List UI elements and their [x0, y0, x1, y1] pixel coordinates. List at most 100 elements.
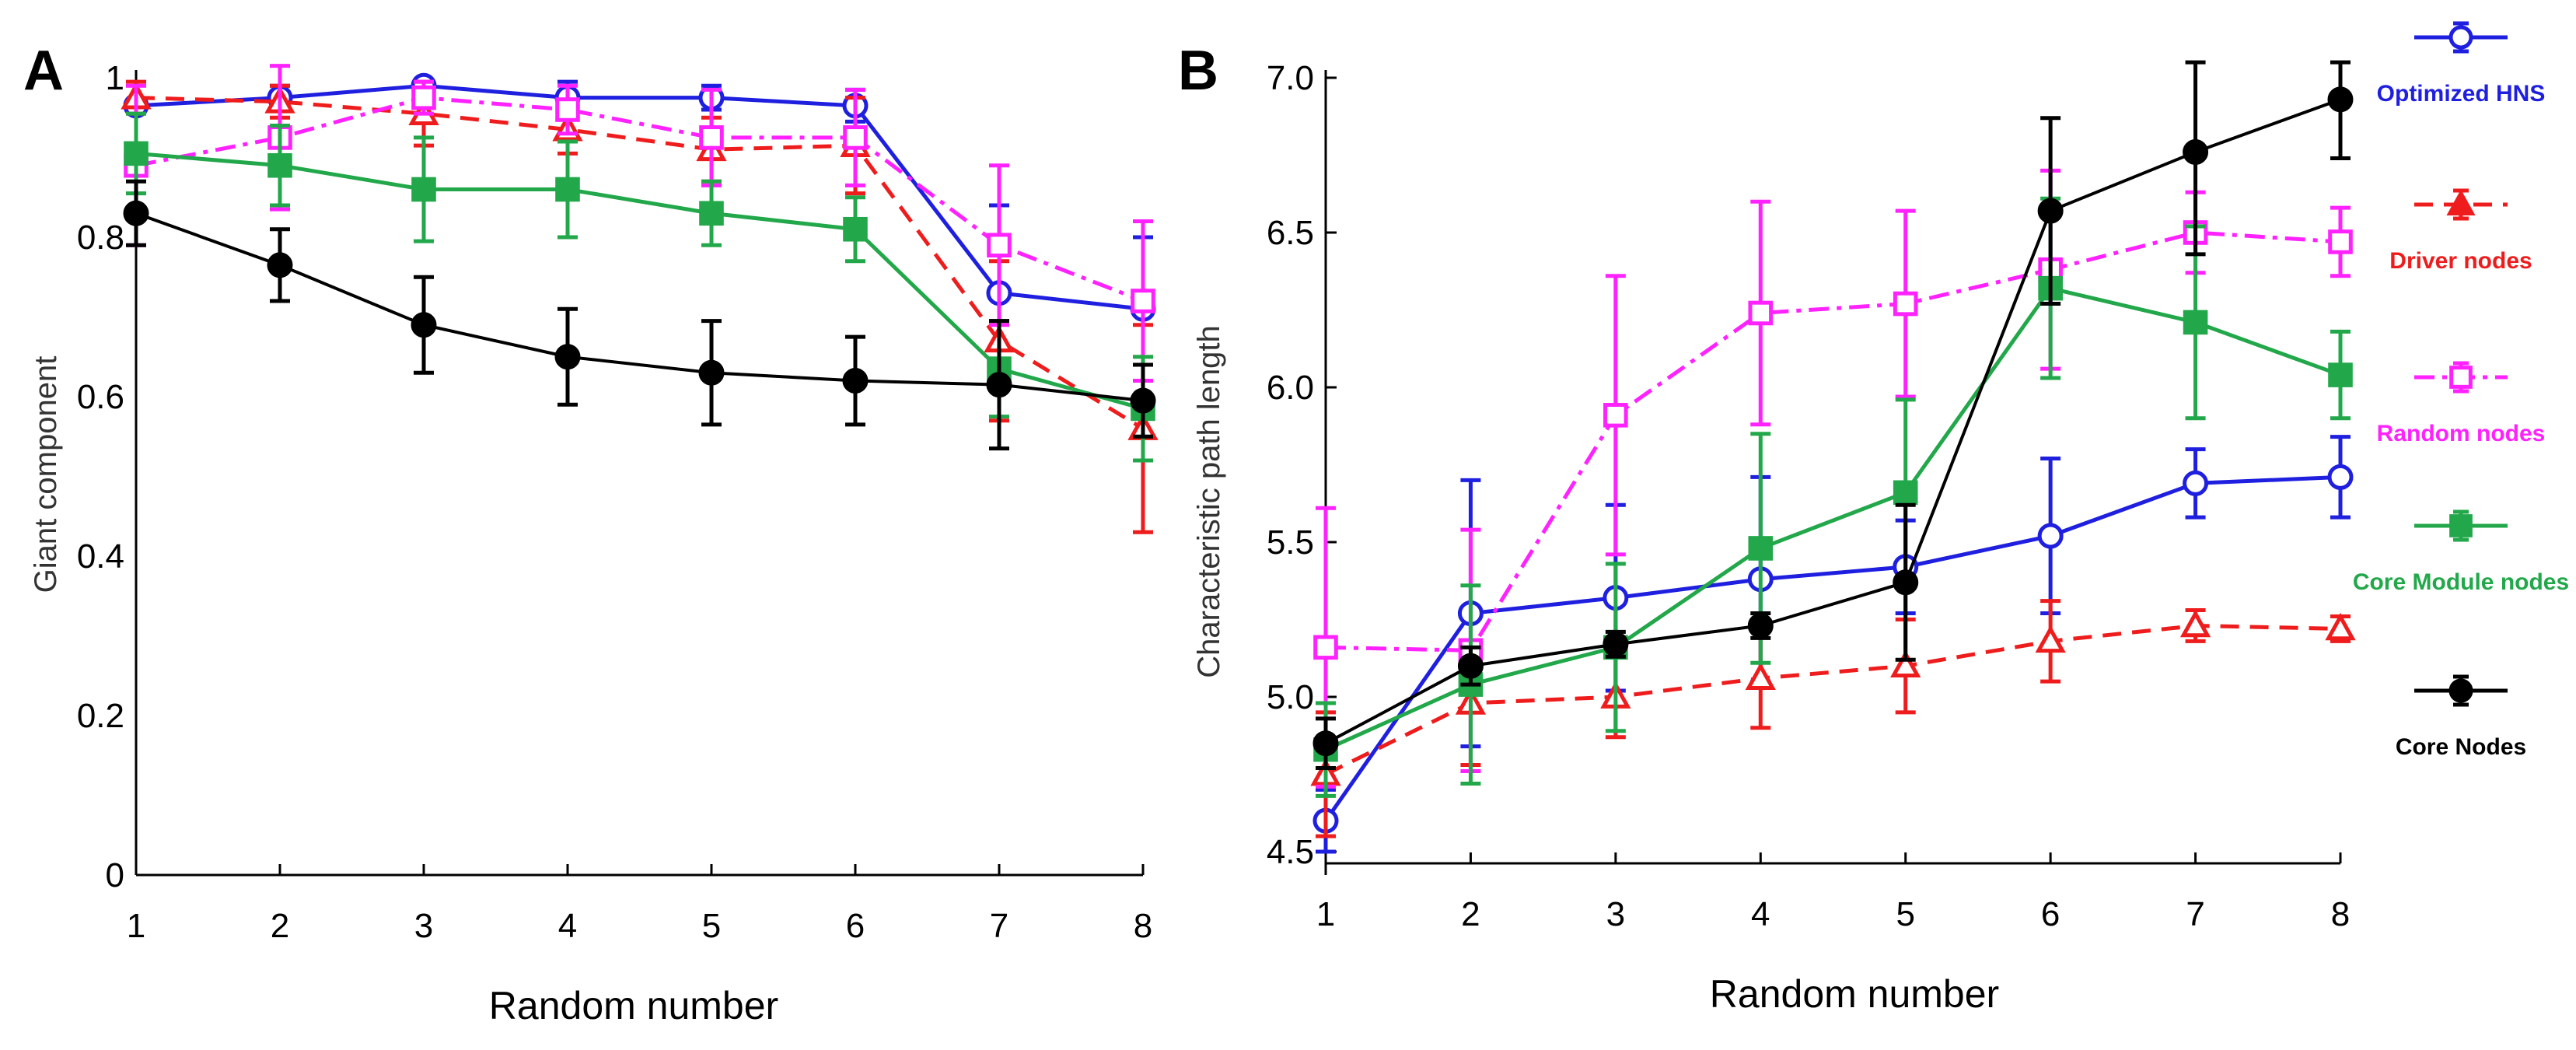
panel-b-point — [2037, 198, 2064, 224]
panel-a-point — [986, 372, 1012, 398]
panel-a-line-optimized-hns — [135, 83, 1144, 311]
panel-a-label: A — [23, 40, 64, 102]
panel-a-point — [1130, 387, 1156, 414]
panel-b-point — [1748, 536, 1774, 561]
legend-label: Core Nodes — [2396, 734, 2526, 760]
panel-b-series-core-nodes — [1312, 60, 2354, 771]
panel-b-point — [1457, 653, 1484, 679]
panel-b-x-tick-label: 7 — [2186, 895, 2204, 933]
panel-a-series-core-nodes — [123, 179, 1156, 451]
panel-a-y-tick-label: 0.4 — [77, 537, 124, 576]
legend-marker — [2449, 366, 2473, 389]
panel-b-point — [2325, 612, 2356, 641]
panel-b-y-tick-label: 5.5 — [1267, 523, 1314, 562]
panel-b-y-tick-label: 6.5 — [1267, 214, 1314, 252]
panel-a-ticks: 0 0.2 0.4 0.6 0.8 1 1 2 3 4 5 6 7 8 — [77, 59, 1152, 945]
panel-b-point — [1313, 635, 1338, 660]
panel-b-line-core-module-nodes — [1324, 285, 2341, 751]
panel-a-point — [699, 201, 724, 226]
legend-item-optimized-hns: Optimized HNS — [2377, 21, 2546, 107]
panel-a-point — [411, 312, 437, 338]
panel-b-ticks: 4.5 5.0 5.5 6.0 6.5 7.0 1 2 3 4 5 6 7 8 — [1267, 59, 2350, 933]
panel-b-point — [1603, 403, 1628, 428]
legend-marker — [2448, 25, 2473, 50]
panel-a-y-tick-label: 0.2 — [77, 697, 124, 735]
panel-b-point — [2328, 229, 2353, 254]
panel-b-x-tick-label: 8 — [2331, 895, 2350, 933]
panel-a-x-axis-label: Random number — [489, 984, 778, 1027]
legend-item-core-nodes: Core Nodes — [2396, 674, 2526, 760]
panel-b-point — [1890, 649, 1921, 678]
panel-b-y-tick-label: 7.0 — [1267, 59, 1314, 97]
legend-label: Random nodes — [2377, 421, 2546, 446]
panel-b-point — [1312, 730, 1339, 757]
panel-b-point — [2328, 362, 2353, 387]
legend-label: Optimized HNS — [2377, 81, 2546, 107]
panel-b-line-random-nodes — [1325, 230, 2341, 653]
legend-item-core-module-nodes: Core Module nodes — [2353, 509, 2569, 595]
panel-a-point — [123, 200, 149, 226]
panel-b-x-tick-label: 4 — [1751, 895, 1770, 933]
panel-a: A 0 0.2 0.4 0.6 0.8 1 1 2 3 4 5 6 7 8 Random number G… — [23, 40, 1159, 1027]
panel-b-x-axis-label: Random number — [1710, 972, 1999, 1016]
legend-item-driver-nodes: Driver nodes — [2389, 188, 2532, 274]
panel-a-line-core-nodes — [135, 212, 1144, 403]
panel-b-x-tick-label: 3 — [1606, 895, 1625, 933]
panel-b-point — [1747, 612, 1774, 639]
panel-b-point — [2037, 523, 2064, 549]
panel-a-point — [1131, 289, 1155, 313]
panel-b-point — [1893, 291, 1918, 317]
panel-b-point — [2327, 464, 2354, 490]
panel-b-label: B — [1178, 40, 1218, 102]
legend-marker — [2448, 678, 2473, 703]
panel-a-point — [555, 177, 580, 202]
panel-a-y-tick-label: 1 — [106, 59, 124, 97]
panel-a-x-tick-label: 2 — [271, 907, 289, 945]
panel-a-point — [698, 359, 725, 386]
panel-b-point — [1748, 300, 1774, 326]
panel-a-line-core-module-nodes — [135, 151, 1144, 411]
legend-marker — [2446, 189, 2476, 215]
panel-b: B 4.5 5.0 5.5 6.0 6.5 7.0 1 2 3 4 5 6 7 8 Random numb… — [1178, 40, 2356, 1016]
panel-b-point — [1603, 631, 1629, 657]
panel-b-point — [1745, 662, 1776, 690]
panel-a-x-tick-label: 6 — [846, 907, 865, 945]
panel-a-x-tick-label: 3 — [414, 907, 433, 945]
panel-b-point — [1893, 480, 1918, 506]
panel-b-point — [2179, 609, 2211, 638]
panel-a-point — [267, 252, 293, 278]
panel-b-y-axis-label: Characteristic path length — [1192, 325, 1226, 678]
panel-a-series-core-module-nodes — [124, 111, 1155, 463]
legend-marker — [2449, 514, 2473, 537]
panel-b-x-tick-label: 5 — [1896, 895, 1914, 933]
panel-a-point — [842, 368, 869, 394]
panel-a-point — [699, 125, 724, 150]
panel-a-x-tick-label: 5 — [702, 907, 721, 945]
panel-a-line-driver-nodes — [135, 96, 1145, 431]
panel-b-point — [2327, 86, 2354, 113]
panel-a-y-tick-label: 0.8 — [77, 219, 124, 257]
panel-b-point — [2183, 139, 2209, 166]
panel-b-point — [2183, 470, 2209, 496]
panel-a-point — [554, 344, 581, 370]
panel-b-y-tick-label: 5.0 — [1267, 678, 1314, 716]
panel-b-point — [1893, 569, 1919, 596]
panel-a-point — [124, 141, 149, 166]
panel-a-x-tick-label: 7 — [990, 907, 1008, 945]
panel-a-point — [555, 97, 580, 122]
panel-b-x-tick-label: 1 — [1316, 895, 1335, 933]
panel-a-y-tick-label: 0 — [106, 856, 124, 894]
panel-a-point — [843, 216, 868, 242]
panel-b-y-tick-label: 4.5 — [1267, 833, 1314, 871]
panel-a-series — [121, 64, 1159, 534]
legend-label: Core Module nodes — [2353, 569, 2569, 595]
panel-a-x-tick-label: 1 — [127, 907, 145, 945]
panel-a-point — [411, 177, 436, 202]
panel-a-line-random-nodes — [135, 96, 1144, 303]
panel-b-line-core-nodes — [1325, 97, 2341, 745]
panel-a-x-tick-label: 8 — [1134, 907, 1152, 945]
panel-a-point — [843, 125, 868, 150]
panel-b-point — [2035, 625, 2066, 653]
panel-a-point — [267, 152, 292, 178]
